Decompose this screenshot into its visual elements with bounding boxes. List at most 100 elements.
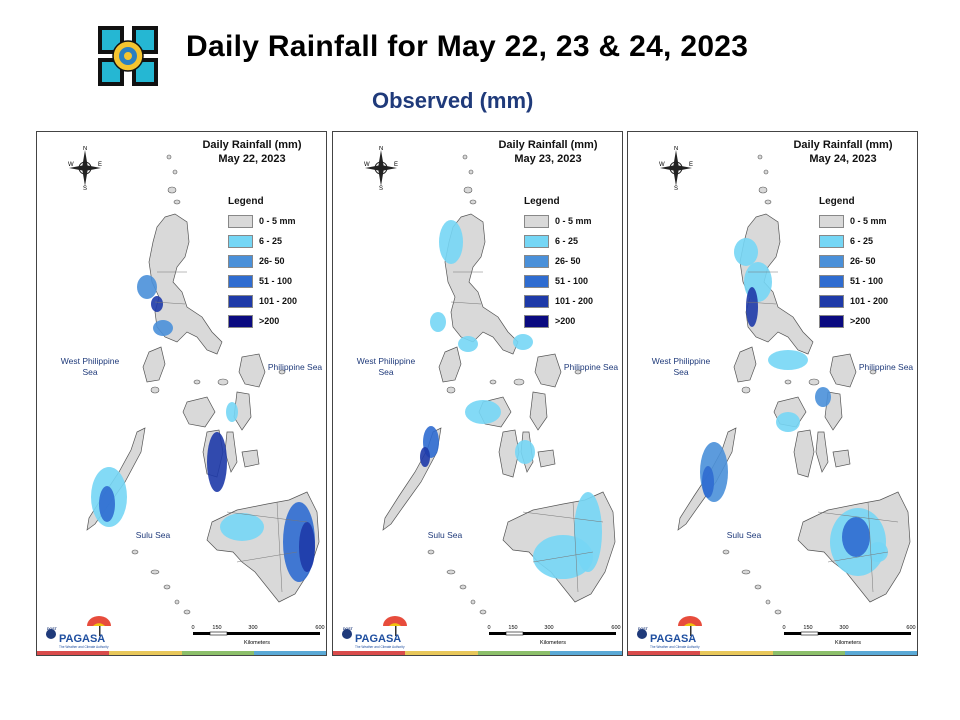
panel-title-line2: May 24, 2023: [809, 153, 877, 165]
legend-label: 26- 50: [850, 256, 876, 266]
panel-title-line2: May 23, 2023: [514, 153, 582, 165]
island-shape: [182, 396, 216, 428]
small-island: [183, 609, 191, 615]
compass-e: E: [98, 162, 102, 168]
rainfall-area: [137, 275, 157, 299]
legend-label: >200: [259, 316, 280, 326]
rainfall-area: [513, 334, 533, 350]
small-island: [459, 584, 467, 590]
small-island: [489, 379, 497, 385]
philippines-rainfall-map: [86, 154, 320, 615]
legend-item: 26- 50: [819, 254, 876, 268]
rainfall-area: [439, 220, 463, 264]
scale-tick: 600: [906, 625, 915, 631]
compass-n: N: [674, 146, 678, 152]
svg-text:PAGASA: PAGASA: [59, 633, 105, 645]
page-subtitle: Observed (mm): [372, 88, 534, 113]
svg-text:PAGASA: PAGASA: [355, 633, 401, 645]
sea-label-sulu: Sulu Sea: [726, 530, 762, 540]
legend-label: 101 - 200: [850, 296, 889, 306]
compass-rose-icon: N S W E: [658, 146, 694, 192]
panel-title-line1: Daily Rainfall (mm): [498, 139, 598, 151]
island-shape: [444, 213, 519, 355]
island-shape: [537, 449, 556, 468]
scale-tick: 150: [508, 625, 517, 631]
legend-swatch: [524, 314, 549, 328]
scale-tick: 300: [544, 625, 553, 631]
province-boundary: [522, 511, 604, 523]
legend-label: 51 - 100: [555, 276, 589, 286]
legend-item: >200: [524, 314, 575, 328]
legend-item: 51 - 100: [228, 274, 292, 288]
island-shape: [529, 391, 548, 431]
svg-text:DOST: DOST: [47, 627, 58, 631]
small-island: [217, 378, 229, 386]
small-island: [574, 369, 582, 375]
island-shape: [238, 353, 266, 388]
legend-label: 0 - 5 mm: [850, 216, 887, 226]
panel-title-line1: Daily Rainfall (mm): [202, 139, 302, 151]
rainfall-area: [430, 312, 446, 332]
rainfall-area: [153, 320, 173, 336]
compass-w: W: [68, 162, 74, 168]
philippines-rainfall-map: [677, 154, 911, 615]
panel-title: Daily Rainfall (mm) May 23, 2023: [493, 138, 603, 166]
sea-label-east: Philippine Sea: [563, 362, 619, 372]
island-shape: [733, 346, 757, 383]
panel-title-line1: Daily Rainfall (mm): [793, 139, 893, 151]
small-island: [166, 154, 172, 160]
small-island: [513, 378, 525, 386]
legend-item: 6 - 25: [228, 234, 282, 248]
small-island: [808, 378, 820, 386]
color-strip: [333, 651, 622, 655]
scale-tick: 600: [315, 625, 324, 631]
small-island: [172, 169, 178, 175]
legend-swatch: [524, 214, 549, 228]
legend-label: 6 - 25: [850, 236, 874, 246]
small-island: [754, 584, 762, 590]
scale-tick: 150: [212, 625, 221, 631]
province-boundary: [236, 551, 298, 563]
scale-tick: 0: [191, 625, 194, 631]
compass-s: S: [83, 186, 87, 190]
legend-swatch: [228, 214, 253, 228]
rainfall-area: [99, 486, 115, 522]
rainfall-area: [299, 522, 315, 572]
small-island: [763, 169, 769, 175]
sea-label-west: West Philippine Sea: [651, 356, 711, 377]
legend-label: >200: [850, 316, 871, 326]
small-island: [193, 379, 201, 385]
legend-label: 26- 50: [555, 256, 581, 266]
small-island: [764, 199, 772, 205]
scale-unit: Kilometers: [244, 640, 270, 646]
rainfall-area: [815, 387, 831, 407]
page-title: Daily Rainfall for May 22, 23 & 24, 2023: [186, 30, 749, 63]
small-island: [758, 186, 768, 194]
legend-label: 101 - 200: [259, 296, 298, 306]
sea-label-west: West Philippine Sea: [60, 356, 120, 377]
sea-label-east: Philippine Sea: [858, 362, 914, 372]
small-island: [757, 154, 763, 160]
legend-swatch: [524, 234, 549, 248]
legend-item: >200: [819, 314, 870, 328]
province-boundary: [817, 511, 899, 523]
compass-w: W: [659, 162, 665, 168]
island-shape: [815, 431, 829, 473]
map-panel-may-24: Daily Rainfall (mm) May 24, 2023 N S W E…: [627, 131, 918, 656]
svg-text:The Weather and Climate Author: The Weather and Climate Authority: [59, 645, 109, 649]
small-island: [446, 386, 456, 394]
small-island: [479, 609, 487, 615]
legend-label: 101 - 200: [555, 296, 594, 306]
small-island: [470, 599, 476, 605]
island-shape: [832, 449, 851, 468]
province-boundary: [154, 301, 186, 305]
sea-label-east: Philippine Sea: [267, 362, 323, 372]
legend-title: Legend: [228, 196, 264, 207]
svg-text:DOST: DOST: [638, 627, 649, 631]
small-island: [150, 569, 160, 575]
rainfall-area: [702, 466, 714, 498]
compass-n: N: [379, 146, 383, 152]
scale-tick: 0: [782, 625, 785, 631]
province-boundary: [532, 551, 594, 563]
small-island: [869, 369, 877, 375]
